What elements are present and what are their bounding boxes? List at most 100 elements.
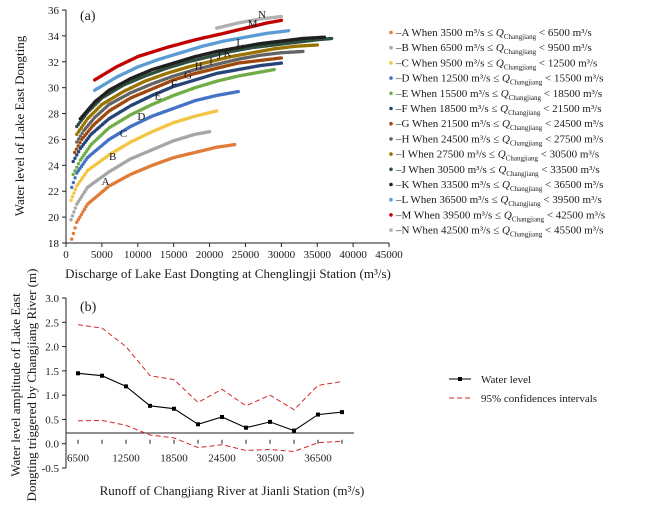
y-tick-label: 32	[48, 57, 59, 69]
series-letter-j: J	[217, 50, 222, 62]
legend-item: –J When 30500 m³/s ≤ QChangjiang < 33500…	[395, 164, 600, 178]
panel-b-legend: Water level 95% confidences intervals	[449, 374, 597, 405]
legend-marker	[389, 213, 393, 217]
series-h	[75, 49, 305, 144]
series-c	[69, 109, 219, 202]
y-tick-label: 24	[48, 160, 60, 172]
series-letter-e: E	[155, 90, 162, 102]
y-tick-label: 30	[48, 83, 60, 95]
data-point	[84, 205, 88, 209]
legend-marker	[389, 30, 393, 35]
legend-item: –M When 39500 m³/s ≤ QChangjiang < 42500…	[395, 209, 605, 223]
legend-marker	[389, 137, 393, 141]
series-letter-d: D	[137, 111, 145, 123]
panel-b-label: (b)	[80, 300, 97, 315]
series-letter-n: N	[258, 9, 266, 21]
x-tick-label: 30000	[268, 249, 296, 261]
data-point	[322, 35, 327, 39]
legend-item: –F When 18500 m³/s ≤ QChangjiang < 21500…	[395, 103, 602, 117]
water-level-point	[172, 406, 176, 411]
data-point	[329, 36, 334, 41]
panel-a-y-axis-label: Water level of Lake East Dongting	[12, 35, 27, 216]
data-point	[80, 131, 84, 135]
y-tick-label: 2.0	[45, 342, 59, 354]
ci-upper-line	[77, 324, 343, 411]
data-point	[286, 29, 291, 33]
data-point	[75, 202, 79, 206]
data-point	[71, 159, 75, 164]
data-point	[71, 180, 76, 185]
y-tick-label: 0.5	[45, 414, 59, 426]
y-tick-label: 3.0	[45, 293, 59, 305]
panel-a-x-axis-label: Discharge of Lake East Dongting at Cheng…	[65, 266, 391, 281]
data-point	[232, 142, 237, 147]
x-tick-label: 12500	[112, 453, 140, 465]
data-point	[73, 187, 78, 192]
data-point	[279, 61, 284, 65]
data-point	[72, 191, 76, 195]
data-point	[78, 134, 83, 138]
legend-marker	[389, 167, 393, 172]
data-point	[75, 153, 79, 157]
y-tick-label: 0.0	[45, 439, 59, 451]
y-tick-label: 18	[48, 238, 60, 250]
series-letter-b: B	[109, 151, 116, 163]
series-d	[70, 89, 240, 190]
legend-item: –E When 15500 m³/s ≤ QChangjiang < 18500…	[395, 88, 602, 102]
legend-item: –D When 12500 m³/s ≤ QChangjiang < 15500…	[395, 73, 603, 87]
panel-b-y-axis-label-line2: Dongting triggered by Changjiang River (…	[24, 269, 39, 502]
y-tick-label: 34	[48, 31, 60, 43]
x-tick-label: 24500	[208, 453, 236, 465]
legend-marker	[389, 182, 393, 187]
data-point	[76, 218, 81, 222]
legend-marker	[389, 121, 393, 126]
water-level-point	[124, 384, 128, 389]
series-letter-m: M	[248, 18, 258, 30]
x-tick-label: 5000	[91, 249, 114, 261]
data-point	[76, 144, 80, 148]
x-tick-label: 10000	[124, 249, 152, 261]
x-tick-label: 15000	[160, 249, 188, 261]
series-g	[72, 56, 284, 155]
water-level-point	[196, 422, 200, 427]
data-point	[72, 210, 76, 214]
data-point	[73, 226, 77, 230]
water-level-point	[148, 403, 152, 408]
legend-item: –K When 33500 m³/s ≤ QChangjiang < 36500…	[395, 179, 603, 193]
series-f	[71, 61, 284, 164]
x-tick-label: 0	[63, 249, 69, 261]
data-point	[236, 89, 240, 94]
legend-item: –H When 24500 m³/s ≤ QChangjiang < 27500…	[395, 133, 603, 147]
y-tick-label: -0.5	[42, 463, 60, 475]
series-letter-a: A	[102, 176, 110, 188]
data-point	[70, 195, 75, 199]
data-point	[73, 169, 77, 173]
data-point	[71, 172, 75, 177]
water-level-point	[268, 419, 272, 424]
panel-b-x-axis-label: Runoff of Changjiang River at Jianli Sta…	[100, 483, 365, 498]
series-letter-i: I	[209, 55, 213, 67]
legend-marker	[389, 228, 393, 232]
legend-water-level-label: Water level	[481, 374, 531, 386]
water-level-point	[76, 371, 80, 376]
data-point	[69, 218, 73, 222]
series-l	[93, 29, 291, 92]
data-point	[207, 129, 212, 134]
data-point	[69, 198, 73, 202]
panel-a: (a) 0 5000 10000 15000 20000 25000 30000 35000 4…	[12, 5, 605, 281]
data-point	[76, 137, 81, 141]
series-j	[75, 36, 334, 129]
legend-water-level-marker	[458, 377, 462, 381]
legend-marker	[389, 76, 393, 80]
y-tick-label: 20	[48, 212, 60, 224]
x-tick-label: 40000	[339, 249, 367, 261]
panel-b: (b) -0.5 0.0 0.5 1.0 1.5 2.0 2.5 3.0 6500 12500 18…	[8, 269, 597, 502]
data-point	[279, 56, 284, 60]
data-point	[73, 176, 77, 180]
water-level-point	[292, 428, 296, 433]
data-point	[75, 165, 79, 169]
legend-item: –I When 27500 m³/s ≤ QChangjiang < 30500…	[395, 149, 599, 163]
y-tick-label: 26	[48, 134, 60, 146]
y-tick-label: 22	[48, 186, 59, 198]
